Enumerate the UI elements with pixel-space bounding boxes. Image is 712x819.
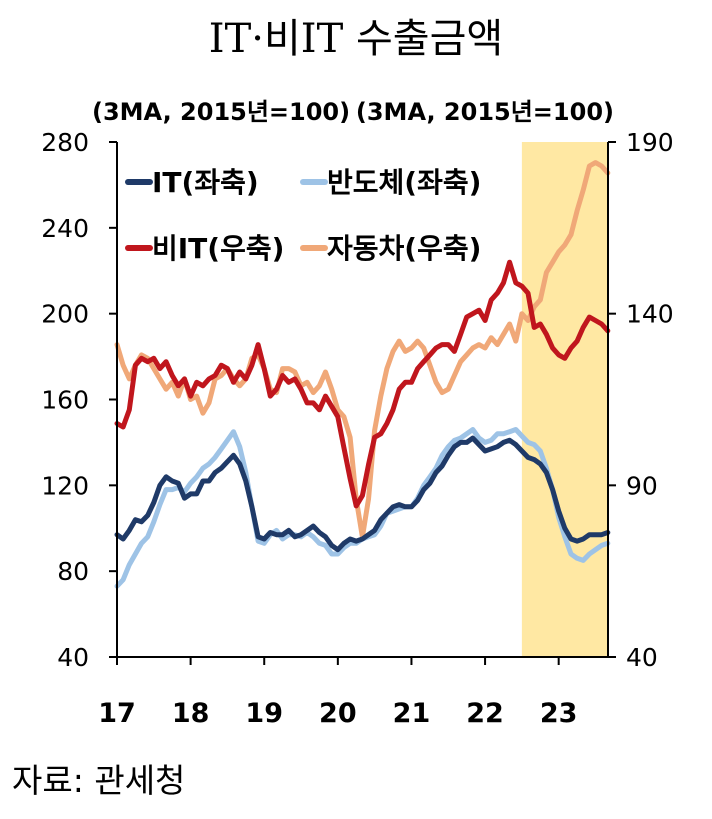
series-line-it (114, 435, 611, 553)
legend-label-auto: 자동차(우축) (327, 232, 481, 265)
x-axis-ticks: 17 18 19 20 21 22 23 (98, 657, 577, 729)
right-tick-label: 90 (626, 471, 658, 500)
left-axis-unit: (3MA, 2015년=100) (92, 98, 350, 126)
left-tick-label: 80 (57, 557, 89, 586)
left-tick-label: 240 (41, 214, 89, 243)
x-tick-label: 21 (393, 698, 431, 729)
legend-label-it: IT(좌축) (152, 166, 259, 199)
left-tick-label: 40 (57, 643, 89, 672)
highlight-band (521, 142, 608, 657)
x-tick-label: 17 (98, 698, 136, 729)
left-axis-ticks: 40 80 120 160 200 240 280 (41, 128, 117, 672)
legend: IT(좌축) 반도체(좌축) 비IT(우축) 자동차(우축) (125, 166, 481, 265)
series-line-non-it (114, 259, 611, 509)
left-tick-label: 120 (41, 471, 89, 500)
x-tick-label: 19 (245, 698, 283, 729)
series-layer (114, 160, 611, 589)
right-tick-label: 40 (626, 643, 658, 672)
left-tick-label: 200 (41, 300, 89, 329)
x-tick-label: 22 (466, 698, 504, 729)
left-tick-label: 160 (41, 386, 89, 415)
x-tick-label: 18 (172, 698, 210, 729)
right-axis-unit: (3MA, 2015년=100) (356, 98, 614, 126)
source-note: 자료: 관세청 (12, 761, 185, 800)
legend-label-semiconductor: 반도체(좌축) (327, 166, 481, 199)
x-tick-label: 23 (540, 698, 578, 729)
x-tick-label: 20 (319, 698, 357, 729)
right-axis-ticks: 40 90 140 190 (608, 128, 674, 672)
left-tick-label: 280 (41, 128, 89, 157)
right-tick-label: 190 (626, 128, 674, 157)
chart-title: IT·비IT 수출금액 (209, 16, 503, 62)
legend-label-non-it: 비IT(우축) (152, 232, 284, 265)
right-tick-label: 140 (626, 300, 674, 329)
